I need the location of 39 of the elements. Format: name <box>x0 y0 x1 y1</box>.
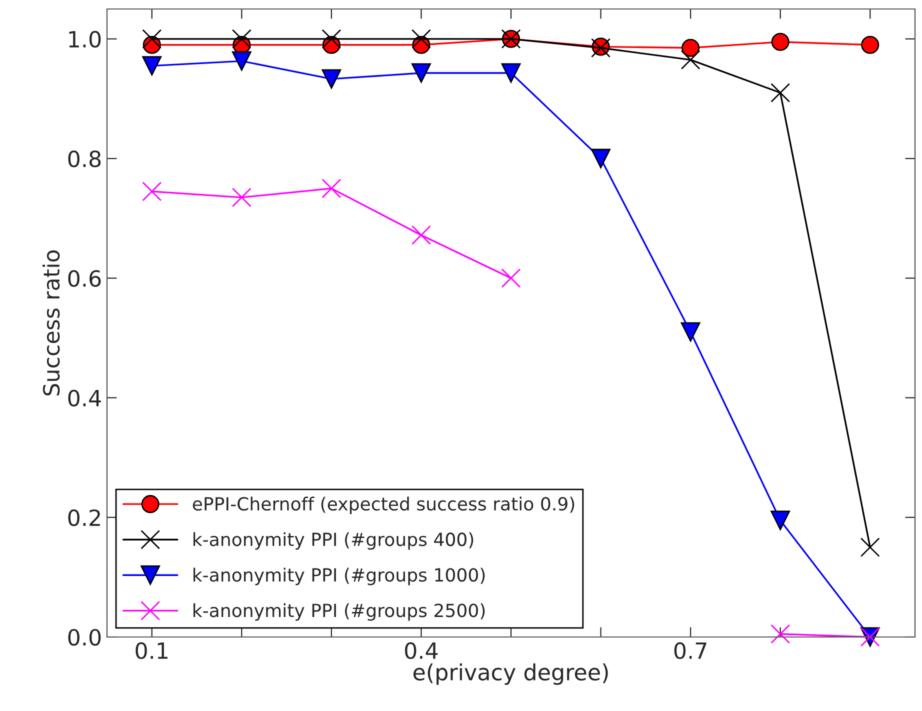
point <box>142 56 162 76</box>
point <box>142 182 162 202</box>
point <box>412 225 431 245</box>
legend-label: k-anonymity PPI (#groups 400) <box>194 532 474 550</box>
legend-label: k-anonymity PPI (#groups 1000) <box>194 568 485 586</box>
point <box>322 69 342 89</box>
point <box>412 63 431 83</box>
legend-label: ePPI-Chernoff (expected success ratio 0.9) <box>192 496 574 514</box>
point <box>861 36 880 54</box>
y-tick-label: 0.2 <box>68 509 100 526</box>
point <box>860 538 880 558</box>
legend-label: k-anonymity PPI (#groups 2500) <box>194 603 485 621</box>
x-tick-label: 0.1 <box>136 642 168 660</box>
point <box>232 188 252 208</box>
point <box>412 29 431 49</box>
x-tick-label: 0.4 <box>405 642 438 660</box>
point <box>771 32 790 51</box>
point <box>232 51 252 71</box>
point <box>770 624 790 644</box>
point <box>591 148 610 168</box>
point <box>680 322 700 342</box>
point <box>322 178 342 198</box>
point <box>682 38 700 57</box>
y-tick-label: 0.6 <box>68 270 101 287</box>
x-axis-title: e(privacy degree) <box>413 663 608 685</box>
y-axis-title: Success ratio <box>42 250 60 396</box>
point <box>501 268 521 288</box>
y-tick-label: 1.0 <box>69 30 101 48</box>
point <box>770 83 790 102</box>
point <box>142 29 162 49</box>
y-tick-label: 0.0 <box>68 628 101 646</box>
y-tick-label: 0.4 <box>68 390 101 407</box>
point <box>232 29 252 49</box>
point <box>501 63 521 83</box>
point <box>770 510 790 530</box>
point <box>322 29 342 49</box>
x-tick-label: 0.7 <box>674 642 706 660</box>
point <box>680 50 700 70</box>
y-tick-label: 0.8 <box>68 150 101 168</box>
